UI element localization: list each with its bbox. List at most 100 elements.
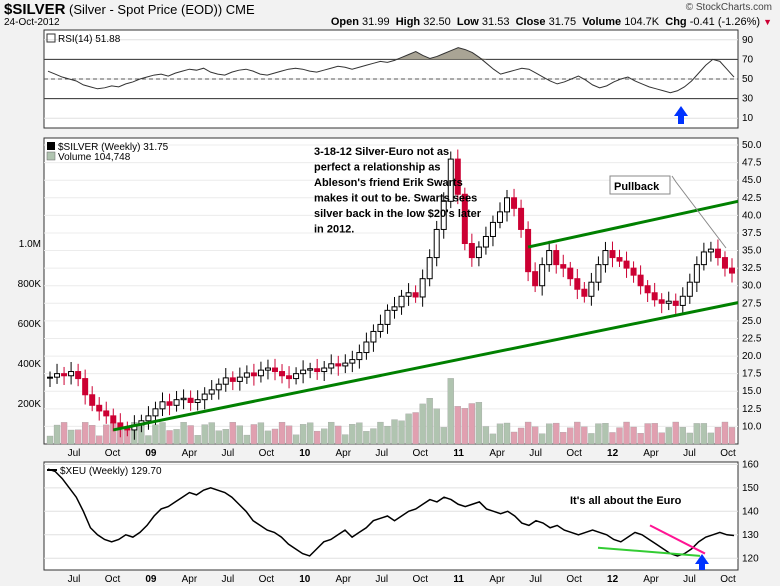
xeu-pink-trendline: [649, 524, 706, 555]
price-candle: [279, 371, 286, 377]
open-label: Open: [330, 16, 359, 28]
price-candle: [644, 285, 651, 294]
xeu-x-tick-label: Jul: [68, 574, 81, 585]
price-tick-label: 40.0: [742, 210, 762, 221]
volume-bar: [482, 426, 490, 445]
volume-bar: [194, 435, 201, 445]
xeu-x-tick-label: Oct: [412, 574, 428, 585]
volume-bar: [588, 433, 595, 445]
xeu-tick-label: 150: [742, 483, 759, 494]
price-candle: [208, 389, 215, 395]
volume-bar: [658, 432, 665, 445]
price-candle: [159, 401, 166, 410]
price-candle: [433, 228, 440, 259]
volume-bar: [468, 403, 476, 445]
xeu-x-tick-label: 12: [607, 574, 619, 585]
volume-bar: [159, 422, 166, 445]
price-candle: [419, 278, 426, 298]
price-candle: [447, 158, 454, 202]
volume-bar: [250, 424, 258, 445]
volume-tick-label: 1.0M: [19, 239, 41, 250]
volume-bar: [700, 423, 708, 445]
price-candle: [356, 352, 363, 361]
volume-legend: Volume 104,748: [58, 152, 131, 163]
price-candle: [539, 264, 546, 287]
price-tick-label: 50.0: [742, 140, 762, 151]
price-tick-label: 42.5: [742, 193, 762, 204]
price-candle: [321, 367, 328, 373]
price-x-tick-label: Jul: [68, 448, 81, 459]
volume-bar: [602, 423, 609, 445]
price-candle: [349, 359, 356, 364]
price-candle: [173, 399, 180, 406]
price-legend: $SILVER (Weekly) 31.75: [58, 142, 169, 153]
price-candle: [47, 376, 53, 379]
price-candle: [525, 228, 532, 273]
pullback-callout-box: [609, 175, 671, 195]
price-tick-label: 32.5: [742, 263, 762, 274]
xeu-x-tick-label: Jul: [529, 574, 542, 585]
volume-bar: [335, 425, 342, 445]
xeu-line: [47, 468, 735, 557]
close-value: 31.75: [548, 16, 577, 28]
rsi-blue-arrow-shaft: [678, 115, 684, 124]
price-candle: [307, 368, 314, 371]
price-candle: [405, 292, 412, 297]
price-candle: [714, 248, 721, 259]
volume-bar: [707, 432, 715, 445]
volume-bar: [560, 432, 567, 445]
volume-bar: [264, 430, 272, 445]
price-candle: [215, 383, 222, 391]
volume-bar: [236, 425, 243, 445]
volume-value: 104.7K: [624, 16, 660, 28]
price-candle: [75, 371, 82, 380]
volume-bar: [426, 398, 433, 445]
volume-bar: [679, 427, 686, 445]
volume-bar: [630, 426, 637, 445]
volume-bar: [356, 422, 363, 445]
volume-bar: [89, 425, 96, 445]
price-candle: [496, 211, 503, 223]
price-tick-label: 37.5: [742, 228, 762, 239]
rsi-blue-arrow-icon: [674, 106, 688, 116]
price-candle: [637, 274, 644, 287]
open-value: 31.99: [362, 16, 390, 28]
volume-bar: [510, 431, 518, 445]
price-candle: [222, 377, 229, 385]
volume-bar: [454, 406, 461, 445]
price-candle: [665, 300, 672, 304]
price-candle: [187, 397, 194, 403]
price-x-tick-label: Oct: [259, 448, 275, 459]
price-candle: [616, 257, 623, 262]
volume-tick-label: 600K: [18, 319, 42, 330]
volume-bar: [299, 424, 307, 445]
xeu-x-tick-label: 10: [299, 574, 311, 585]
volume-bar: [96, 435, 103, 445]
price-candle: [377, 323, 384, 332]
volume-bar: [644, 423, 651, 445]
price-tick-label: 15.0: [742, 386, 762, 397]
volume-bar: [714, 427, 722, 445]
price-candle: [700, 251, 707, 266]
price-annotation-line: Ableson's friend Erik Swarts: [314, 177, 463, 189]
price-tick-label: 25.0: [742, 316, 762, 327]
down-triangle-icon: ▼: [763, 17, 772, 27]
price-candle: [574, 278, 581, 290]
high-label: High: [395, 16, 421, 28]
xeu-legend: $XEU (Weekly) 129.70: [60, 466, 162, 477]
price-tick-label: 17.5: [742, 369, 762, 380]
price-candle: [166, 401, 173, 406]
volume-bar: [693, 423, 700, 445]
price-x-tick-label: Apr: [182, 448, 198, 459]
price-candle: [363, 341, 370, 354]
price-candle: [630, 267, 637, 276]
volume-bar: [672, 421, 679, 445]
price-tick-label: 35.0: [742, 246, 762, 257]
volume-bar: [524, 421, 532, 445]
rsi-tick-label: 50: [742, 74, 754, 85]
xeu-blue-arrow-shaft: [699, 563, 705, 570]
volume-bar: [419, 403, 426, 445]
rsi-tick-label: 90: [742, 35, 754, 46]
price-candle: [300, 369, 307, 375]
price-candle: [398, 295, 405, 308]
